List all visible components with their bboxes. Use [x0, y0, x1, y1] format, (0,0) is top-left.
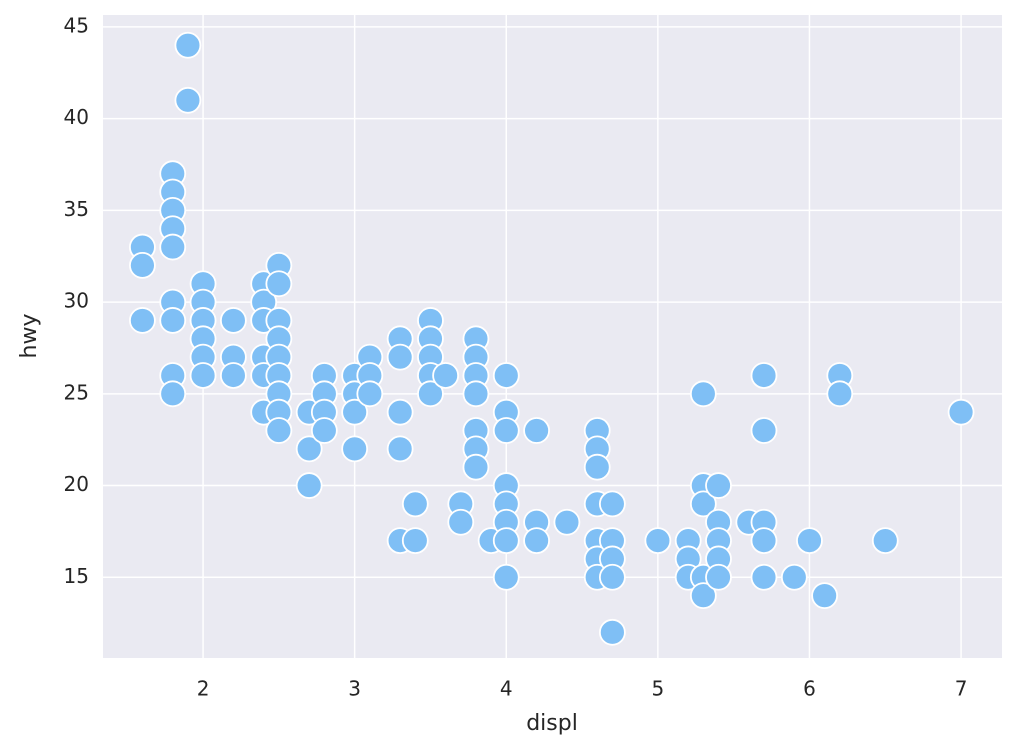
point — [598, 563, 626, 591]
point — [583, 453, 611, 481]
y-axis-label: hwy — [17, 314, 42, 359]
point — [811, 582, 839, 610]
point — [462, 380, 490, 408]
point — [644, 527, 672, 554]
point — [492, 417, 520, 444]
x-tick-label: 2 — [197, 677, 210, 701]
point — [705, 472, 732, 499]
point — [159, 233, 187, 261]
point — [553, 508, 581, 536]
point — [265, 417, 293, 444]
point — [341, 435, 369, 463]
point — [689, 380, 717, 408]
point — [523, 527, 550, 554]
point — [401, 490, 429, 518]
point — [386, 398, 414, 426]
x-tick-label: 7 — [955, 677, 968, 701]
point — [492, 527, 520, 554]
point — [310, 417, 338, 444]
point — [750, 417, 778, 444]
point — [826, 380, 854, 408]
y-tick-label: 15 — [64, 564, 89, 588]
plot-area — [103, 15, 1002, 658]
point — [523, 417, 550, 444]
point — [750, 362, 778, 389]
x-tick-label: 3 — [348, 677, 361, 701]
point — [462, 453, 490, 481]
point — [341, 398, 369, 426]
x-tick-label: 5 — [651, 677, 664, 701]
point — [598, 618, 626, 646]
point — [129, 252, 156, 279]
point — [189, 362, 217, 389]
point — [492, 563, 520, 591]
point — [750, 563, 778, 591]
x-tick-label: 4 — [500, 677, 513, 701]
point — [265, 270, 293, 298]
point — [386, 435, 414, 463]
point — [947, 398, 975, 426]
point — [386, 343, 414, 371]
point — [219, 307, 247, 334]
point — [871, 527, 899, 554]
point — [689, 490, 717, 518]
y-tick-label: 25 — [64, 380, 89, 404]
point — [295, 435, 323, 463]
point — [780, 563, 808, 591]
point — [159, 307, 187, 334]
y-tick-label: 20 — [64, 472, 89, 496]
point — [417, 380, 444, 408]
point — [432, 362, 460, 389]
point — [174, 86, 202, 114]
y-tick-label: 45 — [64, 13, 89, 37]
point — [796, 527, 823, 554]
y-tick-label: 30 — [64, 289, 89, 313]
point — [492, 362, 520, 389]
point — [689, 582, 717, 610]
point — [129, 307, 156, 334]
point — [159, 380, 187, 408]
point — [401, 527, 429, 554]
point — [447, 508, 475, 536]
point — [295, 472, 323, 499]
point — [174, 31, 202, 59]
point — [598, 490, 626, 518]
point — [705, 563, 732, 591]
point — [750, 527, 778, 554]
x-tick-label: 6 — [803, 677, 816, 701]
x-axis-label: displ — [526, 711, 578, 736]
point — [356, 380, 384, 408]
point — [219, 362, 247, 389]
y-tick-label: 35 — [64, 197, 89, 221]
y-tick-label: 40 — [64, 105, 89, 129]
